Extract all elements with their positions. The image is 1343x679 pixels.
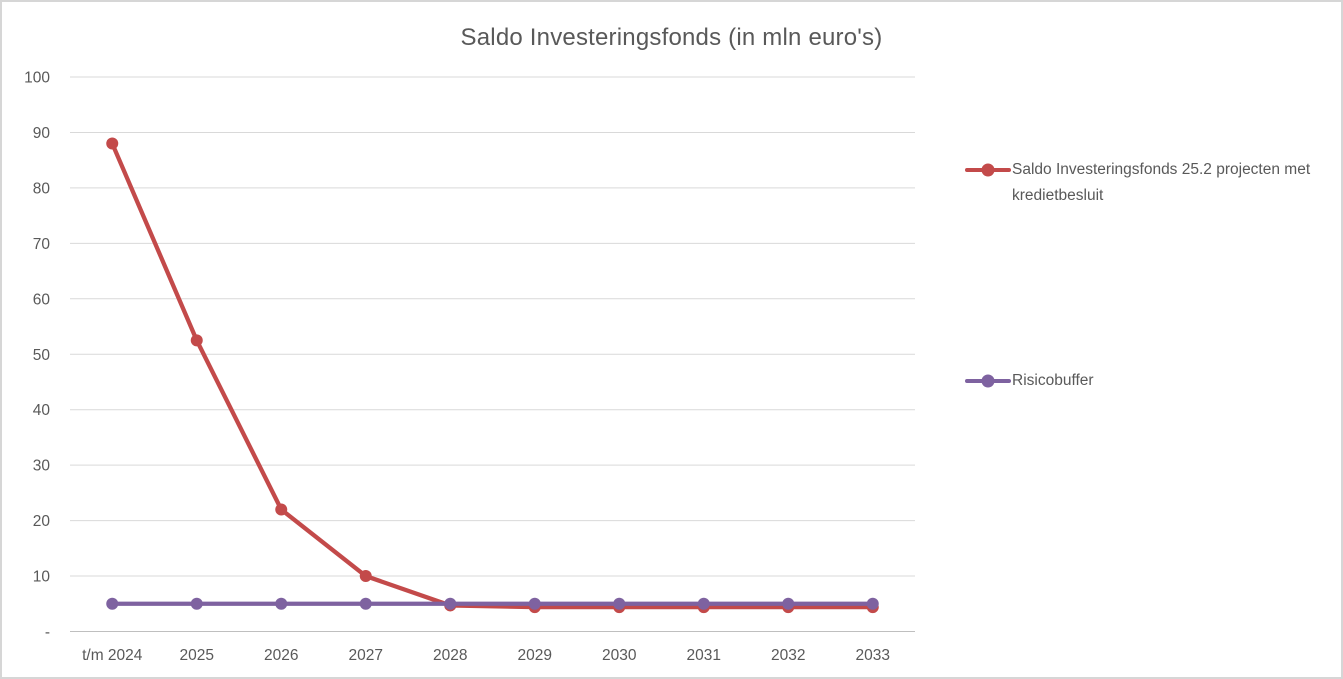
data-point-saldo-investeringsfonds — [190, 334, 203, 347]
y-tick-label: 10 — [33, 569, 51, 586]
data-point-risicobuffer — [444, 597, 457, 610]
y-tick-label: 100 — [24, 70, 50, 87]
data-point-saldo-investeringsfonds — [275, 503, 288, 516]
y-tick-label: 70 — [33, 236, 51, 253]
x-tick-label: 2029 — [518, 647, 552, 664]
x-tick-label: t/m 2024 — [82, 647, 143, 664]
data-point-risicobuffer — [190, 597, 203, 610]
y-tick-label: 60 — [33, 291, 51, 308]
data-point-risicobuffer — [275, 597, 288, 610]
x-tick-label: 2028 — [433, 647, 467, 664]
data-point-risicobuffer — [697, 597, 710, 610]
y-tick-label: 40 — [33, 402, 51, 419]
x-tick-label: 2027 — [349, 647, 383, 664]
legend-dot-marker-red — [981, 163, 995, 177]
y-tick-label: 90 — [33, 125, 51, 142]
x-tick-label: 2030 — [602, 647, 637, 664]
x-tick-label: 2033 — [856, 647, 890, 664]
data-point-saldo-investeringsfonds — [106, 137, 119, 150]
x-tick-label: 2032 — [771, 647, 805, 664]
data-point-risicobuffer — [613, 597, 626, 610]
y-tick-label: 20 — [33, 513, 51, 530]
x-tick-label: 2026 — [264, 647, 298, 664]
legend-line-marker-red — [965, 163, 1011, 177]
data-point-risicobuffer — [782, 597, 795, 610]
y-tick-label: 50 — [33, 347, 51, 364]
y-tick-label: 80 — [33, 180, 51, 197]
legend-item-saldo-investeringsfonds: Saldo Investeringsfonds 25.2 projecten m… — [965, 157, 1324, 209]
legend-label: Risicobuffer — [1012, 372, 1094, 389]
x-tick-label: 2025 — [180, 647, 214, 664]
legend-line-marker-purple — [965, 374, 1011, 388]
x-tick-label: 2031 — [687, 647, 721, 664]
y-tick-label: - — [45, 624, 50, 641]
data-point-saldo-investeringsfonds — [359, 570, 372, 583]
data-point-risicobuffer — [106, 597, 119, 610]
data-point-risicobuffer — [866, 597, 879, 610]
legend-item-risicobuffer: Risicobuffer — [965, 368, 1324, 394]
series-line-saldo-investeringsfonds — [110, 141, 875, 610]
data-point-risicobuffer — [528, 597, 541, 610]
legend-label: Saldo Investeringsfonds 25.2 projecten m… — [1012, 161, 1311, 204]
y-tick-label: 30 — [33, 458, 51, 475]
legend-dot-marker-purple — [981, 374, 995, 388]
data-point-risicobuffer — [359, 597, 372, 610]
chart-title: Saldo Investeringsfonds (in mln euro's) — [460, 24, 883, 51]
